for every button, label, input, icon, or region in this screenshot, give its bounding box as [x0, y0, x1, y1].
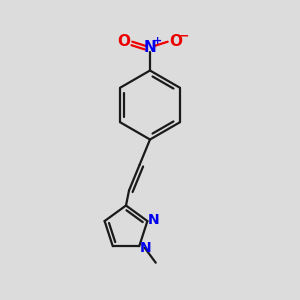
Text: N: N	[148, 212, 160, 226]
Text: O: O	[169, 34, 183, 49]
Text: +: +	[153, 35, 162, 46]
Text: N: N	[140, 241, 152, 255]
Text: O: O	[117, 34, 130, 49]
Text: −: −	[179, 30, 189, 43]
Text: N: N	[144, 40, 156, 55]
